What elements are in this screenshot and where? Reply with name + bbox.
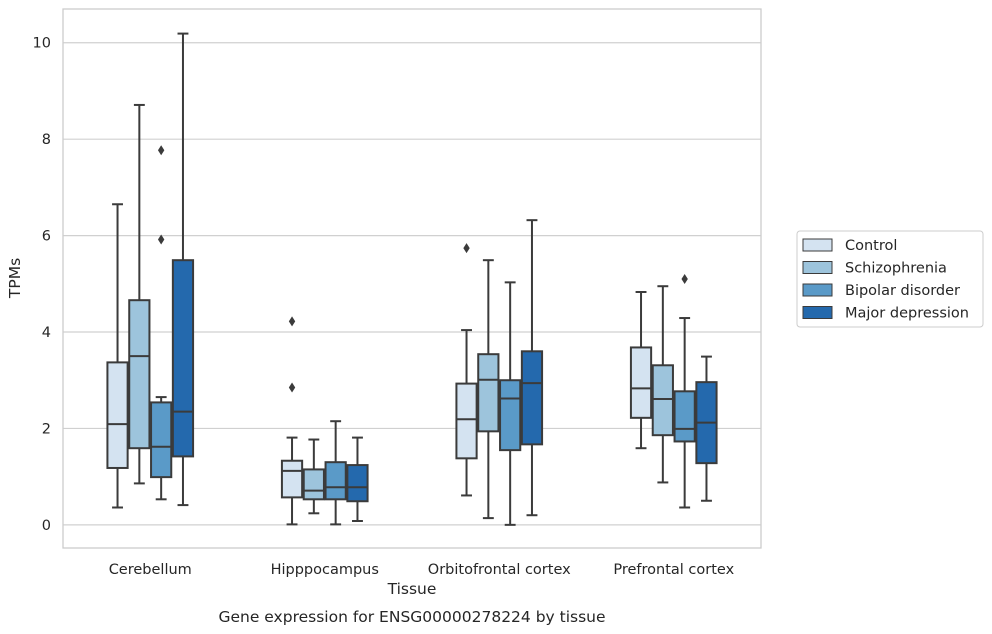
box-2-1	[324, 420, 347, 526]
legend-label: Bipolar disorder	[845, 283, 960, 299]
box-iqr	[128, 299, 151, 450]
box-iqr	[673, 390, 696, 443]
box-2-3	[673, 273, 696, 509]
outlier-point	[157, 234, 165, 245]
outlier-point	[288, 316, 296, 327]
box-iqr	[171, 259, 195, 458]
legend-swatch	[802, 283, 833, 297]
legend: Control Schizophrenia Bipolar disorder Majo…	[796, 230, 984, 328]
x-tick-labels: Cerebellum Hipppocampus Orbitofrontal cort…	[109, 562, 735, 578]
box-0-3	[629, 290, 653, 450]
outlier-point	[157, 145, 165, 156]
box-2-0	[150, 145, 173, 501]
legend-label: Major depression	[845, 306, 969, 322]
chart-caption: Gene expression for ENSG00000278224 by t…	[218, 608, 605, 626]
x-tick-label: Cerebellum	[109, 562, 192, 578]
legend-swatch	[802, 306, 833, 319]
y-tick-label: 0	[42, 518, 51, 534]
box-1-2	[477, 259, 500, 520]
box-0-2	[455, 243, 478, 497]
x-axis-label: Tissue	[387, 580, 437, 598]
x-tick-label: Prefrontal cortex	[613, 562, 734, 578]
y-tick-label: 4	[42, 325, 51, 341]
y-tick-labels: 0 2 4 6 8 10	[33, 36, 51, 534]
legend-swatch	[802, 238, 833, 252]
box-iqr	[302, 468, 325, 501]
y-tick-label: 6	[42, 229, 51, 245]
box-1-0	[128, 103, 151, 485]
box-3-2	[520, 219, 544, 517]
y-axis-label: TPMs	[6, 258, 24, 299]
x-tick-label: Hipppocampus	[271, 562, 379, 578]
box-iqr	[106, 361, 129, 469]
box-1-1	[302, 438, 325, 515]
box-3-3	[695, 355, 718, 502]
x-tick-label: Orbitofrontal cortex	[428, 562, 571, 578]
box-3-1	[346, 436, 369, 523]
legend-label: Schizophrenia	[845, 261, 947, 277]
box-iqr	[520, 350, 544, 446]
box-0-1	[280, 316, 304, 526]
box-2-2	[499, 281, 522, 526]
box-0-0	[106, 203, 129, 509]
legend-swatch	[802, 261, 833, 274]
plot-area-frame	[62, 8, 762, 549]
legend-label: Control	[845, 238, 897, 254]
outlier-point	[463, 243, 470, 254]
box-3-0	[171, 32, 195, 507]
box-iqr	[499, 379, 522, 452]
legend-frame	[796, 230, 984, 328]
boxes	[106, 32, 718, 526]
box-iqr	[477, 353, 500, 433]
y-tick-label: 8	[42, 132, 51, 148]
box-iqr	[629, 346, 653, 419]
box-iqr	[324, 461, 347, 501]
box-1-3	[651, 285, 674, 484]
y-tick-label: 10	[33, 36, 51, 52]
box-iqr	[455, 382, 478, 460]
outlier-point	[288, 382, 296, 393]
box-iqr	[346, 464, 369, 503]
box-iqr	[280, 459, 304, 499]
box-iqr	[150, 401, 173, 479]
y-tick-label: 2	[42, 421, 51, 437]
outlier-point	[681, 273, 688, 284]
box-iqr	[651, 364, 674, 437]
